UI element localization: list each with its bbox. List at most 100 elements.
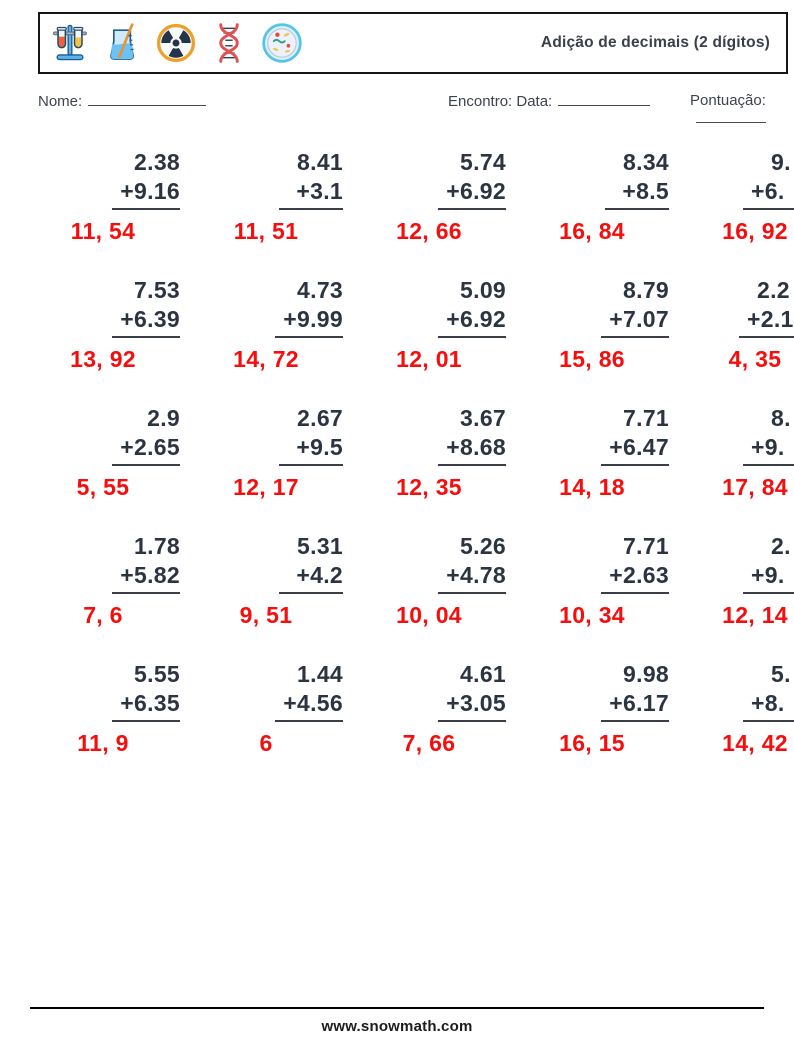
answer: 6 [259, 730, 273, 756]
problem-cell: 4.61 +3.05 7, 66 [361, 659, 524, 757]
radiation-icon [154, 21, 198, 65]
answer: 12, 17 [233, 474, 299, 500]
addend-top: 9.98 [623, 661, 669, 687]
problem-cell: 8.79 +7.07 15, 86 [524, 275, 687, 373]
addend-top: 2.2 [757, 277, 790, 303]
addend-top: 5.74 [460, 149, 506, 175]
problem-cell: 7.71 +6.47 14, 18 [524, 403, 687, 501]
sum-underline: +9.5 [279, 433, 343, 466]
answer: 10, 34 [559, 602, 625, 628]
addend-top: 1.78 [134, 533, 180, 559]
answer: 11, 54 [70, 218, 136, 244]
addend-bottom: +2.65 [35, 433, 198, 466]
addend-top: 8.79 [623, 277, 669, 303]
problem-cell: 2.38 +9.16 11, 54 [35, 147, 198, 245]
addend-top: 5. [771, 661, 791, 687]
answer: 12, 01 [396, 346, 462, 372]
sum-underline: +6.35 [112, 689, 180, 722]
addend-bottom: +4.2 [198, 561, 361, 594]
sum-underline: +4.56 [275, 689, 343, 722]
sum-underline: +6.47 [601, 433, 669, 466]
worksheet-title: Adição de decimais (2 dígitos) [540, 34, 770, 51]
date-field: Encontro: Data: [448, 92, 651, 110]
answer: 14, 18 [559, 474, 625, 500]
addend-bottom: +2.1 [687, 305, 794, 338]
name-field: Nome: [38, 92, 207, 110]
addend-top: 1.44 [297, 661, 343, 687]
problem-cell: 9. +6. 16, 92 [687, 147, 794, 245]
addend-bottom: +8. [687, 689, 794, 722]
addend-top: 2.38 [134, 149, 180, 175]
problem-cell: 8.41 +3.1 11, 51 [198, 147, 361, 245]
addend-top: 5.55 [134, 661, 180, 687]
answer: 14, 42 [722, 730, 788, 756]
addend-bottom: +6.39 [35, 305, 198, 338]
science-icons [48, 21, 304, 65]
problem-cell: 2.9 +2.65 5, 55 [35, 403, 198, 501]
addend-top: 3.67 [460, 405, 506, 431]
footer-rule [30, 1007, 764, 1009]
addend-bottom: +6.92 [361, 305, 524, 338]
addend-top: 7.71 [623, 405, 669, 431]
addend-top: 5.09 [460, 277, 506, 303]
beaker-icon [101, 21, 145, 65]
addend-bottom: +9. [687, 561, 794, 594]
answer: 12, 14 [722, 602, 788, 628]
header-box: Adição de decimais (2 dígitos) [38, 12, 788, 74]
score-label: Pontuação: [690, 92, 766, 109]
problem-cell: 2.67 +9.5 12, 17 [198, 403, 361, 501]
sum-underline: +6.39 [112, 305, 180, 338]
answer: 13, 92 [70, 346, 136, 372]
sum-underline: +6.17 [601, 689, 669, 722]
addend-bottom: +4.78 [361, 561, 524, 594]
sum-underline: +3.1 [279, 177, 343, 210]
problem-cell: 8.34 +8.5 16, 84 [524, 147, 687, 245]
addend-bottom: +4.56 [198, 689, 361, 722]
problem-cell: 9.98 +6.17 16, 15 [524, 659, 687, 757]
answer: 7, 6 [83, 602, 123, 628]
problem-cell: 7.53 +6.39 13, 92 [35, 275, 198, 373]
problem-cell: 5.26 +4.78 10, 04 [361, 531, 524, 629]
sum-underline: +9.16 [112, 177, 180, 210]
addend-bottom: +6.92 [361, 177, 524, 210]
problem-cell: 1.44 +4.56 6 [198, 659, 361, 757]
problem-cell: 5. +8. 14, 42 [687, 659, 794, 757]
footer-website: www.snowmath.com [321, 1018, 473, 1035]
addend-bottom: +8.68 [361, 433, 524, 466]
addend-bottom: +9.99 [198, 305, 361, 338]
sum-underline: +5.82 [112, 561, 180, 594]
addend-bottom: +9.16 [35, 177, 198, 210]
addend-top: 4.61 [460, 661, 506, 687]
addend-bottom: +9.5 [198, 433, 361, 466]
answer: 9, 51 [239, 602, 293, 628]
addend-top: 5.26 [460, 533, 506, 559]
sum-underline: +2.1 [739, 305, 794, 338]
addend-top: 2.9 [147, 405, 180, 431]
answer: 10, 04 [396, 602, 462, 628]
addend-bottom: +8.5 [524, 177, 687, 210]
date-blank-line [558, 92, 651, 106]
date-label: Encontro: Data: [448, 93, 553, 110]
problem-cell: 2.2 +2.1 4, 35 [687, 275, 794, 373]
problem-cell: 8. +9. 17, 84 [687, 403, 794, 501]
problems-grid: 2.38 +9.16 11, 54 8.41 +3.1 11, 51 5.74 +6.92 12… [35, 147, 794, 757]
answer: 4, 35 [728, 346, 782, 372]
petri-dish-icon [260, 21, 304, 65]
addend-top: 2. [771, 533, 791, 559]
addend-top: 9. [771, 149, 791, 175]
answer: 11, 9 [77, 730, 129, 756]
addend-bottom: +5.82 [35, 561, 198, 594]
answer: 5, 55 [76, 474, 130, 500]
answer: 12, 66 [396, 218, 462, 244]
addend-top: 8.41 [297, 149, 343, 175]
addend-top: 7.71 [623, 533, 669, 559]
score-blank-line [696, 109, 766, 123]
sum-underline: +4.2 [279, 561, 343, 594]
answer: 7, 66 [402, 730, 456, 756]
name-blank-line [88, 92, 207, 106]
problem-cell: 5.09 +6.92 12, 01 [361, 275, 524, 373]
addend-top: 4.73 [297, 277, 343, 303]
test-tubes-icon [48, 21, 92, 65]
addend-bottom: +6.47 [524, 433, 687, 466]
problem-cell: 4.73 +9.99 14, 72 [198, 275, 361, 373]
